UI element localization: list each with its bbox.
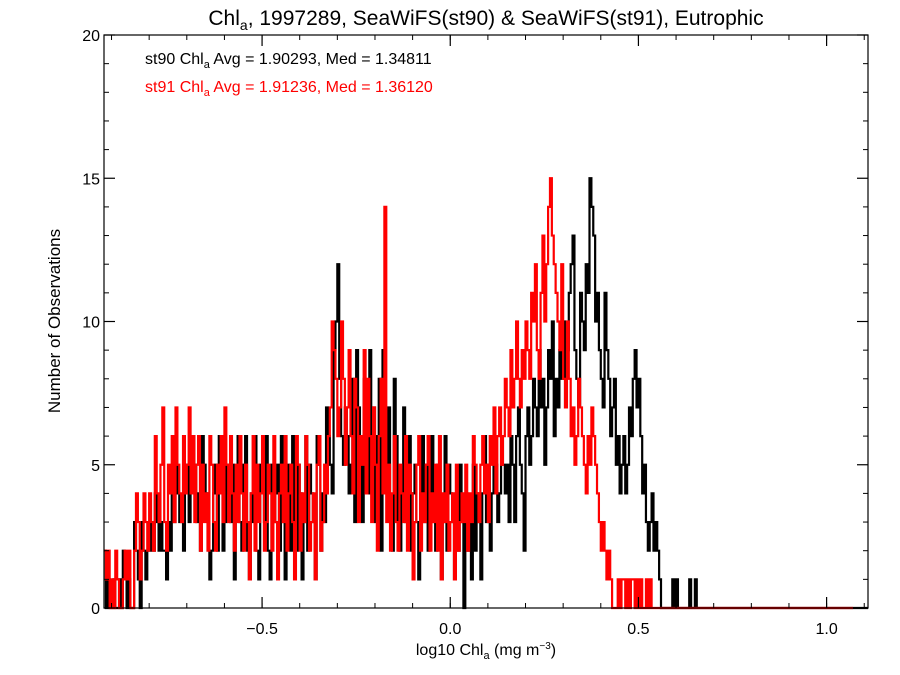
series-line-1 [104,177,853,610]
y-tick-label: 15 [82,171,100,188]
legend-entry-st91: st91 Chla Avg = 1.91236, Med = 1.36120 [145,79,433,99]
y-tick-label: 20 [82,28,100,45]
series-layer [104,177,868,610]
legend: st90 Chla Avg = 1.90293, Med = 1.34811 s… [145,51,433,99]
series-line-0 [104,177,868,610]
x-axis-label: log10 Chla (mg m−3) [416,641,556,662]
x-tick-label: 0.5 [627,621,649,638]
x-tick-label: 1.0 [815,621,837,638]
axis-ticks: −0.5 0.0 0.5 1.0 0 5 10 15 20 [82,28,868,638]
legend-entry-st90: st90 Chla Avg = 1.90293, Med = 1.34811 [145,51,432,71]
x-tick-label: −0.5 [246,621,278,638]
y-tick-label: 5 [91,458,100,475]
y-tick-label: 0 [91,601,100,618]
x-tick-label: 0.0 [439,621,461,638]
y-tick-label: 10 [82,315,100,332]
chart-title: Chla, 1997289, SeaWiFS(st90) & SeaWiFS(s… [208,7,763,33]
y-axis-label: Number of Observations [45,229,64,413]
